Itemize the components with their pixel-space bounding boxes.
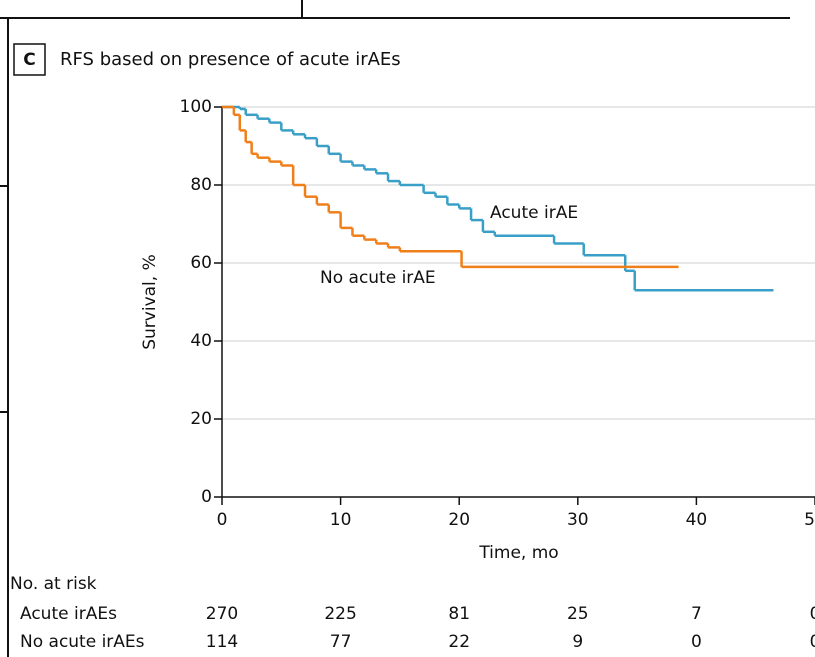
risk-count: 7: [691, 604, 702, 624]
x-axis-label: Time, mo: [478, 543, 558, 563]
x-tick-label: 10: [330, 510, 352, 530]
y-tick-label: 80: [190, 175, 212, 195]
x-tick-label: 40: [686, 510, 708, 530]
risk-count: 25: [567, 604, 589, 624]
y-tick-label: 40: [190, 331, 212, 351]
x-tick-label: 30: [567, 510, 589, 530]
chart-title: RFS based on presence of acute irAEs: [60, 49, 401, 70]
series-label: No acute irAE: [320, 268, 436, 288]
risk-count: 114: [206, 632, 238, 652]
x-tick-label: 20: [448, 510, 470, 530]
y-tick-label: 0: [201, 487, 212, 507]
risk-count: 22: [448, 632, 470, 652]
risk-row-name: No acute irAEs: [20, 632, 145, 652]
panel-box: [13, 43, 46, 76]
risk-count: 225: [324, 604, 356, 624]
y-tick-label: 60: [190, 253, 212, 273]
risk-count: 0: [810, 632, 815, 652]
series-label: Acute irAE: [490, 203, 578, 223]
risk-count: 270: [206, 604, 238, 624]
risk-table-title: No. at risk: [10, 574, 97, 594]
x-tick-label: 0: [217, 510, 228, 530]
risk-count: 0: [810, 604, 815, 624]
y-tick-label: 20: [190, 409, 212, 429]
risk-count: 77: [330, 632, 352, 652]
y-tick-label: 100: [180, 97, 212, 117]
risk-count: 81: [448, 604, 470, 624]
y-axis-label: Survival, %: [140, 254, 160, 350]
risk-row-name: Acute irAEs: [20, 604, 117, 624]
risk-count: 9: [572, 632, 583, 652]
x-tick-label: 50: [804, 510, 815, 530]
panel-label: C: [23, 50, 35, 70]
risk-count: 0: [691, 632, 702, 652]
